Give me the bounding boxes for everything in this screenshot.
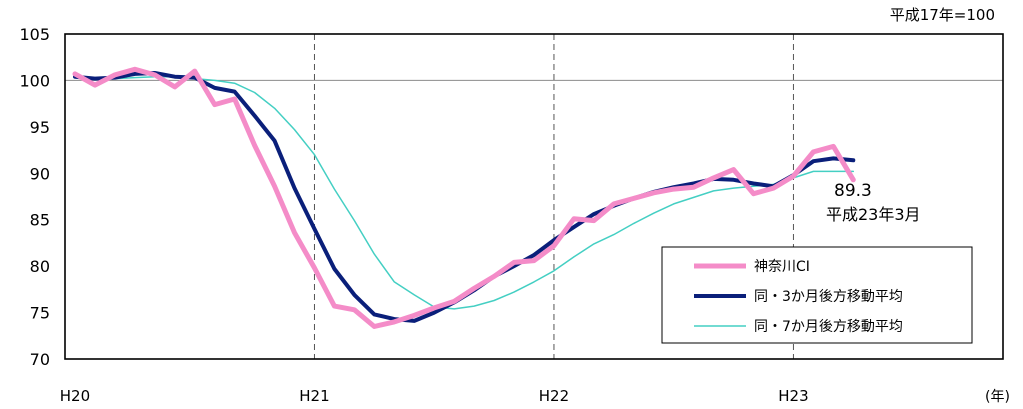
x-tick-label-H23: H23 xyxy=(778,387,808,405)
x-axis-unit: (年) xyxy=(985,389,1010,405)
unit-note: 平成17年=100 xyxy=(890,6,995,24)
legend-label-ci: 神奈川CI xyxy=(754,259,810,275)
series-lines xyxy=(72,66,856,329)
plot-area-frame xyxy=(64,33,1004,360)
y-tick-label-90: 90 xyxy=(30,164,50,183)
x-tick-label-H20: H20 xyxy=(60,387,90,405)
y-tick-label-85: 85 xyxy=(30,211,50,230)
legend: 神奈川CI 同・3か月後方移動平均 同・7か月後方移動平均 xyxy=(661,246,973,344)
y-tick-label-100: 100 xyxy=(19,71,50,90)
legend-label-3m: 同・3か月後方移動平均 xyxy=(754,289,903,305)
annotation-value: 89.3 xyxy=(834,181,872,201)
series-line-0 xyxy=(72,66,856,329)
y-tick-label-80: 80 xyxy=(30,257,50,276)
y-tick-label-75: 75 xyxy=(30,304,50,323)
y-tick-label-105: 105 xyxy=(19,25,50,44)
legend-label-7m: 同・7か月後方移動平均 xyxy=(754,319,903,335)
y-tick-label-95: 95 xyxy=(30,118,50,137)
series-line-2 xyxy=(74,75,855,310)
axis-labels: H20 H21 H22 H23 70 75 80 85 90 95 100 105 xyxy=(19,25,808,405)
x-tick-label-H21: H21 xyxy=(299,387,329,405)
annotation-label: 平成23年3月 xyxy=(826,205,921,224)
x-tick-label-H22: H22 xyxy=(539,387,569,405)
y-tick-label-70: 70 xyxy=(30,350,50,369)
